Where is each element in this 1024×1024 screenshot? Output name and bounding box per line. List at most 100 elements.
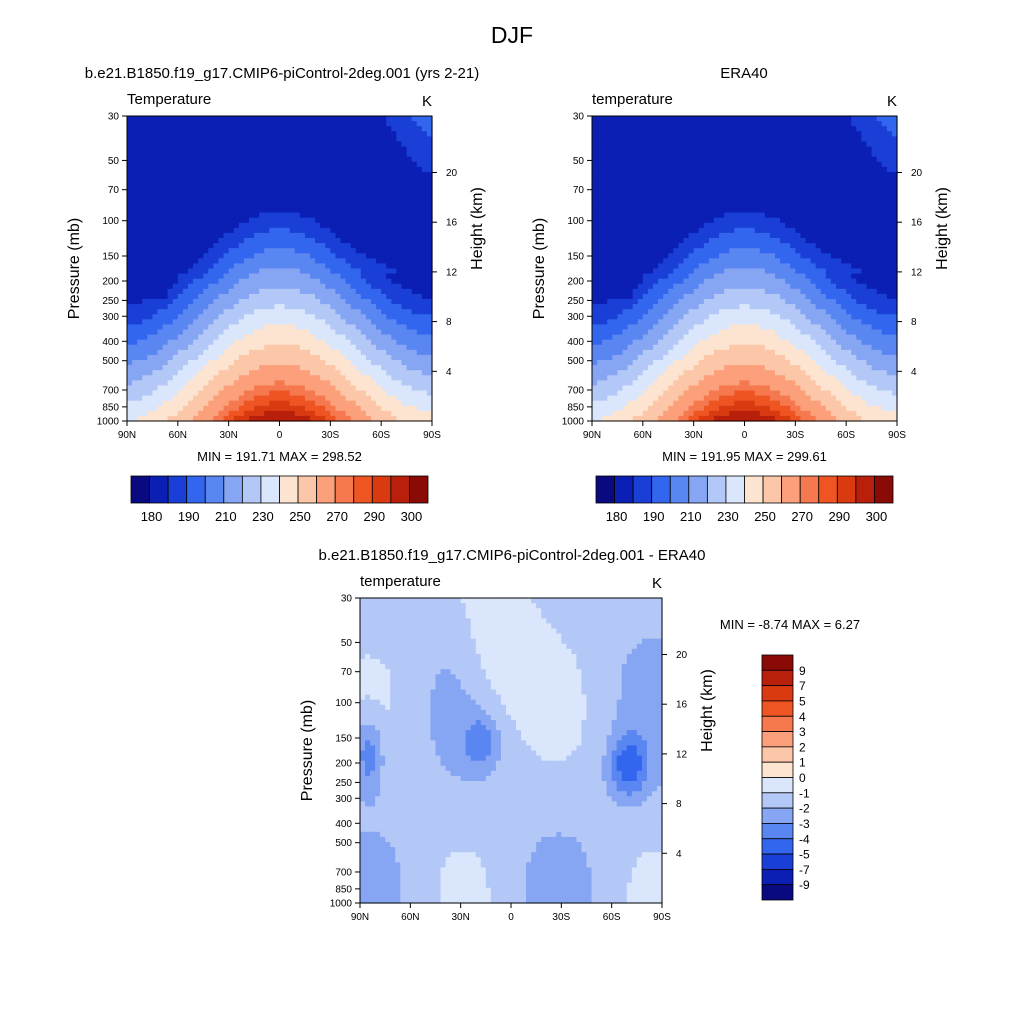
contour-cell	[294, 283, 301, 290]
contour-cell	[401, 141, 408, 148]
contour-cell	[142, 375, 148, 381]
contour-cell	[127, 283, 133, 290]
contour-cell	[340, 202, 347, 209]
contour-cell	[203, 217, 209, 224]
contour-cell	[157, 278, 164, 285]
contour-cell	[188, 126, 194, 132]
contour-cell	[172, 156, 179, 163]
contour-cell	[355, 314, 362, 320]
contour-cell	[597, 187, 603, 193]
contour-cell	[391, 202, 398, 209]
contour-cell	[188, 136, 194, 143]
contour-cell	[647, 299, 654, 305]
contour-cell	[259, 197, 265, 204]
contour-cell	[233, 126, 240, 132]
contour-cell	[238, 400, 245, 407]
contour-cell	[637, 207, 644, 214]
contour-cell	[658, 344, 664, 351]
contour-cell	[355, 146, 362, 153]
contour-cell	[683, 192, 690, 198]
contour-cell	[642, 304, 649, 310]
contour-cell	[592, 141, 598, 148]
contour-cell	[137, 354, 143, 361]
contour-cell	[294, 263, 301, 270]
contour-cell	[703, 288, 710, 295]
contour-cell	[208, 395, 215, 402]
contour-cell	[127, 116, 133, 122]
contour-cell	[688, 410, 695, 417]
contour-cell	[254, 217, 260, 224]
contour-cell	[299, 278, 306, 285]
contour-cell	[663, 258, 669, 265]
contour-cell	[299, 166, 306, 173]
contour-cell	[182, 319, 189, 326]
contour-cell	[315, 243, 321, 249]
contour-cell	[607, 222, 613, 229]
contour-cell	[137, 232, 143, 239]
contour-cell	[642, 268, 649, 275]
contour-cell	[238, 258, 245, 265]
contour-cell	[411, 202, 418, 209]
contour-cell	[269, 131, 276, 137]
contour-cell	[152, 263, 159, 270]
contour-cell	[416, 365, 423, 371]
contour-cell	[274, 405, 281, 412]
contour-cell	[259, 370, 265, 376]
contour-cell	[345, 187, 352, 193]
contour-cell	[188, 339, 194, 346]
contour-cell	[330, 232, 337, 239]
contour-cell	[673, 360, 680, 366]
contour-cell	[294, 227, 301, 234]
contour-cell	[198, 400, 204, 407]
contour-cell	[592, 177, 598, 183]
contour-cell	[223, 405, 230, 412]
contour-cell	[406, 344, 413, 351]
contour-cell	[350, 365, 357, 371]
contour-cell	[381, 227, 387, 234]
contour-cell	[597, 126, 603, 132]
contour-cell	[233, 217, 240, 224]
contour-cell	[421, 171, 428, 178]
contour-cell	[632, 227, 639, 234]
contour-cell	[658, 192, 664, 198]
contour-cell	[254, 121, 260, 127]
contour-cell	[703, 227, 710, 234]
contour-cell	[188, 263, 194, 270]
contour-cell	[602, 390, 608, 397]
contour-cell	[612, 161, 619, 168]
contour-cell	[597, 365, 603, 371]
contour-cell	[167, 375, 174, 381]
contour-cell	[673, 212, 680, 219]
contour-cell	[617, 334, 624, 341]
contour-cell	[304, 390, 311, 397]
contour-cell	[617, 202, 624, 209]
contour-cell	[708, 182, 715, 188]
contour-cell	[132, 222, 138, 229]
contour-cell	[668, 360, 674, 366]
contour-cell	[376, 156, 382, 163]
contour-cell	[421, 182, 428, 188]
contour-cell	[193, 293, 199, 300]
contour-cell	[642, 293, 649, 300]
contour-cell	[658, 405, 664, 412]
contour-cell	[167, 161, 174, 168]
contour-cell	[658, 370, 664, 376]
contour-cell	[203, 182, 209, 188]
contour-cell	[233, 288, 240, 295]
contour-cell	[653, 141, 659, 148]
contour-cell	[426, 222, 433, 229]
contour-cell	[617, 365, 624, 371]
contour-cell	[238, 238, 245, 244]
contour-cell	[688, 151, 695, 158]
contour-cell	[259, 248, 265, 254]
contour-cell	[647, 258, 654, 265]
contour-cell	[345, 126, 352, 132]
contour-cell	[228, 365, 235, 371]
contour-cell	[259, 304, 265, 310]
contour-cell	[401, 268, 408, 275]
contour-cell	[162, 207, 169, 214]
contour-cell	[693, 375, 700, 381]
contour-cell	[386, 263, 392, 270]
contour-cell	[642, 227, 649, 234]
contour-cell	[279, 273, 286, 280]
